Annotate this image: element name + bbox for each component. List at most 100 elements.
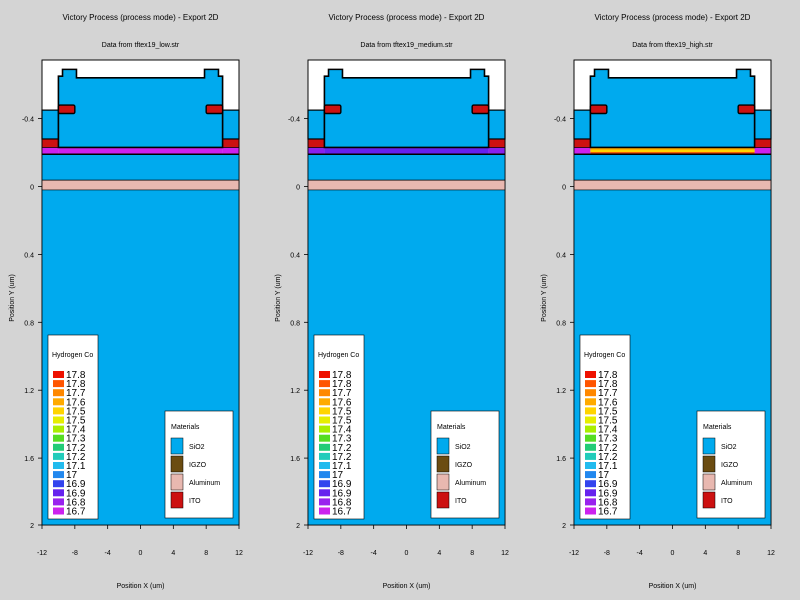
x-tick-label: -8 <box>338 550 344 557</box>
sio2-raised-block <box>323 68 490 149</box>
hydrogen-legend-swatch <box>585 416 596 424</box>
y-tick-label: 1.2 <box>290 388 300 395</box>
ito-strip-right <box>754 138 772 148</box>
gate-oxide-sio2 <box>574 154 771 180</box>
hydrogen-legend-label: 16.8 <box>66 497 86 508</box>
ito-strip-left <box>573 138 591 148</box>
chart-title: Victory Process (process mode) - Export … <box>595 13 751 22</box>
ito-strip-right <box>488 138 506 148</box>
hydrogen-legend-swatch <box>585 398 596 406</box>
y-tick-label: 1.2 <box>556 388 566 395</box>
hydrogen-legend-swatch <box>53 434 64 442</box>
x-axis-label: Position X (um) <box>649 583 697 590</box>
hydrogen-legend-label: 17.7 <box>332 388 352 399</box>
y-tick-label: 0.8 <box>556 320 566 327</box>
material-swatch-igzo <box>702 455 716 473</box>
hydrogen-legend-swatch <box>53 425 64 433</box>
x-axis-label: Position X (um) <box>117 583 165 590</box>
hydrogen-legend-swatch <box>319 507 330 515</box>
y-tick-label: 0.4 <box>24 252 34 259</box>
igzo-band-right <box>754 147 771 155</box>
hydrogen-legend-label: 17.3 <box>598 434 618 445</box>
igzo-band-right <box>222 147 239 155</box>
material-swatch-sio2 <box>702 437 716 455</box>
x-tick-label: -8 <box>72 550 78 557</box>
x-tick-label: -12 <box>303 550 313 557</box>
hydrogen-legend-swatch <box>585 371 596 378</box>
hydrogen-legend-label: 17.5 <box>598 416 618 427</box>
hydrogen-legend-swatch <box>585 462 596 469</box>
x-tick-label: 4 <box>437 550 441 557</box>
hydrogen-legend: Hydrogen Co17.817.817.717.617.517.517.41… <box>579 334 631 520</box>
hydrogen-legend-label: 16.9 <box>598 488 618 499</box>
x-tick-label: 12 <box>767 550 775 557</box>
hydrogen-legend-swatch <box>53 489 64 497</box>
sio2-side-left <box>41 109 60 140</box>
x-tick-label: 4 <box>171 550 175 557</box>
hydrogen-legend-label: 17.1 <box>66 461 86 472</box>
y-tick-label: -0.4 <box>554 117 566 124</box>
hydrogen-legend-label: 17.5 <box>66 406 86 417</box>
ito-strip-left <box>307 138 325 148</box>
gate-oxide-sio2 <box>308 154 505 180</box>
x-tick-label: -8 <box>604 550 610 557</box>
x-tick-label: -4 <box>371 550 377 557</box>
x-tick-label: 8 <box>470 550 474 557</box>
hydrogen-legend-label: 17.8 <box>66 379 86 390</box>
hydrogen-legend-label: 17.7 <box>598 388 618 399</box>
ito-pad-right <box>737 104 756 115</box>
hydrogen-legend-swatch <box>53 507 64 515</box>
chart-title: Victory Process (process mode) - Export … <box>63 13 219 22</box>
hydrogen-legend-label: 17.8 <box>66 370 86 381</box>
hydrogen-legend-label: 17.6 <box>598 397 618 408</box>
hydrogen-legend-swatch <box>53 407 64 415</box>
y-tick-label: 1.6 <box>556 456 566 463</box>
sio2-side-right <box>753 109 772 140</box>
hydrogen-legend-label: 16.7 <box>332 507 352 518</box>
x-tick-label: 0 <box>139 550 143 557</box>
hydrogen-legend-label: 17.5 <box>332 406 352 417</box>
hydrogen-legend-swatch <box>585 425 596 433</box>
hydrogen-legend-swatch <box>319 434 330 442</box>
ito-pad-right <box>471 104 490 115</box>
hydrogen-legend-swatch <box>53 443 64 451</box>
material-swatch-aluminum <box>702 473 716 491</box>
material-swatch-aluminum <box>436 473 450 491</box>
material-swatch-sio2 <box>170 437 184 455</box>
hydrogen-legend-label: 17.3 <box>66 434 86 445</box>
y-tick-label: 1.6 <box>290 456 300 463</box>
material-label-aluminum: Aluminum <box>189 480 220 487</box>
hydrogen-legend-label: 17.5 <box>332 416 352 427</box>
hydrogen-legend-label: 17.8 <box>598 370 618 381</box>
hydrogen-legend-swatch <box>319 462 330 469</box>
materials-legend-title: Materials <box>703 424 732 431</box>
hydrogen-legend-swatch <box>53 371 64 378</box>
hydrogen-legend-label: 16.8 <box>332 497 352 508</box>
hydrogen-legend-label: 16.9 <box>332 488 352 499</box>
material-label-aluminum: Aluminum <box>455 480 486 487</box>
y-tick-label: 0.4 <box>290 252 300 259</box>
x-tick-label: -4 <box>105 550 111 557</box>
y-tick-label: 1.6 <box>24 456 34 463</box>
hydrogen-legend-swatch <box>319 480 330 488</box>
hydrogen-legend-swatch <box>585 443 596 451</box>
aluminum-layer <box>308 179 505 190</box>
hydrogen-legend-label: 17 <box>66 470 78 481</box>
x-tick-label: 8 <box>204 550 208 557</box>
aluminum-layer <box>574 179 771 190</box>
materials-legend: Materials SiO2 IGZO Aluminum ITO <box>430 410 500 519</box>
material-label-ito: ITO <box>189 498 201 505</box>
sio2-side-right <box>487 109 506 140</box>
material-label-igzo: IGZO <box>455 462 473 469</box>
hydrogen-legend-box <box>313 334 365 520</box>
ito-strip-left <box>41 138 59 148</box>
hydrogen-legend-label: 16.9 <box>66 479 86 490</box>
material-swatch-sio2 <box>436 437 450 455</box>
hydrogen-legend-swatch <box>585 407 596 415</box>
hydrogen-legend-swatch <box>53 398 64 406</box>
igzo-band-center <box>58 147 223 155</box>
hydrogen-legend-label: 16.7 <box>598 507 618 518</box>
sio2-raised-block <box>57 68 224 149</box>
material-swatch-aluminum <box>170 473 184 491</box>
